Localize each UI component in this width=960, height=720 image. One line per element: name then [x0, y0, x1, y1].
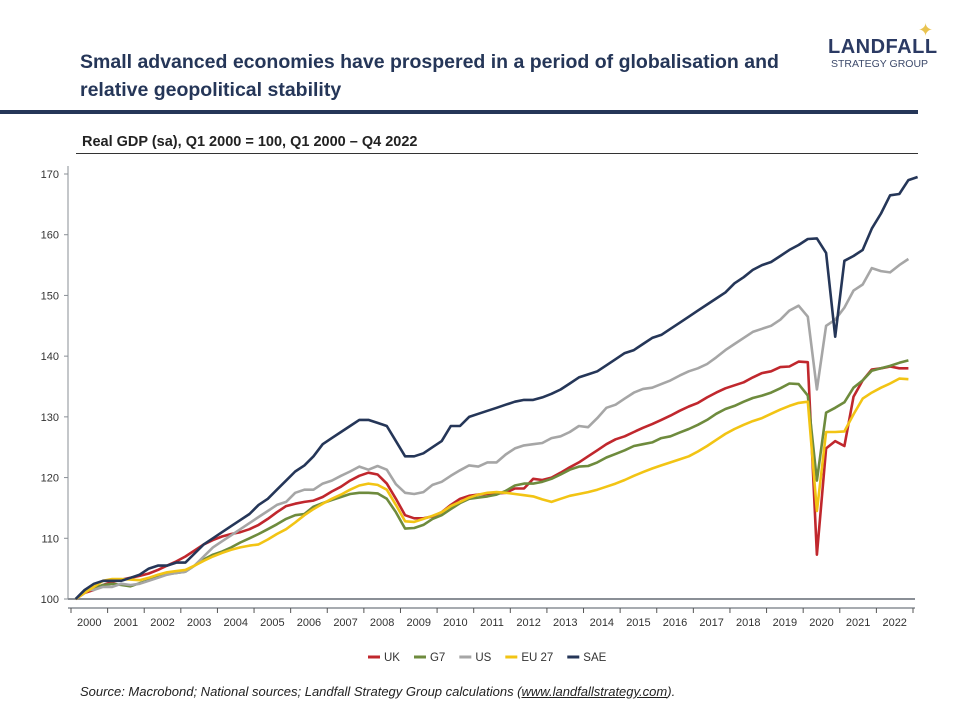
x-tick-label: 2010 [443, 617, 467, 629]
x-tick-label: 2016 [663, 617, 687, 629]
x-tick-label: 2018 [736, 617, 760, 629]
y-tick-label: 140 [41, 351, 59, 363]
title-divider [0, 110, 918, 114]
logo: ✦ LANDFALL STRATEGY GROUP [800, 20, 950, 74]
logo-line1: LANDFALL [828, 36, 938, 58]
series-line-us [74, 257, 910, 600]
y-tick-label: 120 [41, 473, 59, 485]
x-tick-label: 2000 [77, 617, 101, 629]
page-title: Small advanced economies have prospered … [80, 51, 779, 101]
x-tick-label: 2012 [516, 617, 540, 629]
subtitle-divider [76, 153, 918, 154]
legend-label: SAE [583, 652, 606, 664]
x-tick-label: 2015 [626, 617, 650, 629]
y-tick-label: 100 [41, 594, 59, 606]
x-tick-label: 2007 [333, 617, 357, 629]
x-tick-label: 2011 [480, 617, 504, 629]
source-prefix: Source: Macrobond; National sources; Lan… [80, 684, 522, 699]
series-line-g7 [74, 359, 909, 601]
x-tick-label: 2013 [553, 617, 577, 629]
x-tick-label: 2009 [407, 617, 431, 629]
x-tick-label: 2022 [882, 617, 906, 629]
y-tick-label: 130 [41, 412, 59, 424]
four-point-star-icon: ✦ [918, 20, 934, 40]
x-tick-label: 2020 [809, 617, 833, 629]
series-line-eu-27 [74, 377, 909, 601]
source-link[interactable]: www.landfallstrategy.com [521, 684, 668, 699]
source-suffix: ). [667, 684, 676, 699]
x-tick-label: 2003 [187, 617, 211, 629]
y-tick-label: 160 [41, 230, 59, 242]
x-tick-label: 2019 [773, 617, 797, 629]
x-tick-label: 2017 [699, 617, 723, 629]
legend-label: US [475, 652, 491, 664]
legend-label: EU 27 [521, 652, 553, 664]
legend-label: UK [384, 652, 400, 664]
legend-label: G7 [430, 652, 445, 664]
series-line-sae [74, 175, 919, 600]
y-tick-label: 150 [41, 290, 59, 302]
x-tick-label: 2006 [297, 617, 321, 629]
y-tick-label: 110 [41, 533, 59, 545]
x-tick-label: 2014 [590, 617, 614, 629]
x-tick-label: 2008 [370, 617, 394, 629]
x-tick-label: 2001 [114, 617, 138, 629]
x-tick-label: 2004 [223, 617, 247, 629]
logo-line2: STRATEGY GROUP [831, 58, 929, 70]
source-note: Source: Macrobond; National sources; Lan… [80, 684, 675, 699]
x-tick-label: 2021 [846, 617, 870, 629]
x-tick-label: 2005 [260, 617, 284, 629]
x-tick-label: 2002 [150, 617, 174, 629]
y-tick-label: 170 [41, 169, 59, 181]
chart-title: Real GDP (sa), Q1 2000 = 100, Q1 2000 – … [82, 134, 418, 150]
